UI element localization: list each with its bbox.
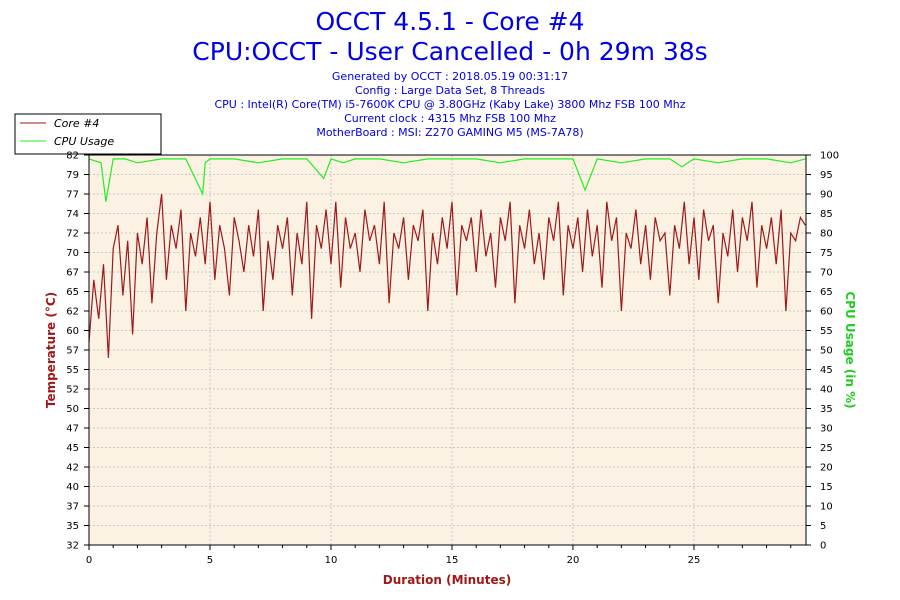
x-tick-label: 25 (688, 555, 701, 566)
y-right-tick-label: 15 (820, 482, 833, 493)
y-left-tick-label: 32 (66, 541, 79, 552)
y-right-tick-label: 85 (820, 209, 833, 220)
x-tick-label: 20 (567, 555, 580, 566)
y-left-tick-label: 65 (66, 287, 79, 298)
info-line-clock: Current clock : 4315 Mhz FSB 100 Mhz (344, 112, 556, 125)
y-right-tick-label: 80 (820, 229, 833, 240)
y-left-tick-label: 62 (66, 307, 79, 318)
series-cpu-usage (88, 158, 806, 202)
y-right-tick-label: 100 (820, 151, 839, 162)
y-left-tick-label: 37 (66, 502, 79, 513)
legend-label-cpu: CPU Usage (54, 135, 114, 148)
y-left-tick-label: 52 (66, 385, 79, 396)
y-right-tick-label: 45 (820, 365, 833, 376)
y-left-tick-label: 40 (66, 482, 79, 493)
y-left-tick-label: 77 (66, 190, 79, 201)
y-left-tick-label: 45 (66, 443, 79, 454)
y-right-tick-label: 90 (820, 190, 833, 201)
x-axis: 0 5 10 15 20 25 (86, 545, 792, 566)
y-left-tick-label: 82 (66, 151, 79, 162)
info-line-cpu: CPU : Intel(R) Core(TM) i5-7600K CPU @ 3… (214, 98, 685, 111)
chart-subtitle: CPU:OCCT - User Cancelled - 0h 29m 38s (192, 37, 707, 66)
y-axis-left: 32 35 37 40 42 45 47 50 52 55 57 60 62 65 67 70 72 74 77 79… (66, 151, 89, 552)
legend-label-core: Core #4 (54, 117, 99, 130)
y-axis-right: 0 5 10 15 20 25 30 35 40 45 50 55 60 65 70 75 80 85 90 95 10… (806, 151, 839, 552)
y-left-tick-label: 67 (66, 268, 79, 279)
y-right-tick-label: 30 (820, 424, 833, 435)
cpu-usage-line (88, 158, 806, 202)
y-left-tick-label: 50 (66, 404, 79, 415)
y-right-tick-label: 70 (820, 268, 833, 279)
x-tick-label: 10 (325, 555, 338, 566)
x-tick-label: 15 (446, 555, 459, 566)
y-axis-right-label: CPU Usage (in %) (843, 291, 857, 408)
y-right-tick-label: 0 (820, 541, 826, 552)
y-left-tick-label: 70 (66, 248, 79, 259)
info-line-motherboard: MotherBoard : MSI: Z270 GAMING M5 (MS-7A… (316, 126, 583, 139)
y-right-tick-label: 50 (820, 346, 833, 357)
legend-box (14, 113, 162, 155)
y-right-tick-label: 20 (820, 463, 833, 474)
y-right-tick-label: 5 (820, 521, 826, 532)
x-axis-label: Duration (Minutes) (383, 573, 511, 587)
y-right-tick-label: 60 (820, 307, 833, 318)
info-line-generated: Generated by OCCT : 2018.05.19 00:31:17 (332, 70, 568, 83)
info-line-config: Config : Large Data Set, 8 Threads (355, 84, 545, 97)
y-right-tick-label: 35 (820, 404, 833, 415)
y-left-tick-label: 55 (66, 365, 79, 376)
chart-title: OCCT 4.5.1 - Core #4 (316, 7, 585, 36)
y-right-tick-label: 25 (820, 443, 833, 454)
y-left-tick-label: 42 (66, 463, 79, 474)
y-left-tick-label: 35 (66, 521, 79, 532)
legend: Core #4 CPU Usage (14, 113, 162, 155)
y-axis-left-label: Temperature (°C) (44, 292, 58, 408)
y-left-tick-label: 47 (66, 424, 79, 435)
y-right-tick-label: 10 (820, 502, 833, 513)
y-right-tick-label: 40 (820, 385, 833, 396)
y-right-tick-label: 65 (820, 287, 833, 298)
core-temperature-line (88, 193, 806, 358)
y-left-tick-label: 74 (66, 209, 79, 220)
y-left-tick-label: 72 (66, 229, 79, 240)
x-tick-label: 0 (86, 555, 92, 566)
y-left-tick-label: 79 (66, 170, 79, 181)
series-core-temperature (88, 193, 806, 358)
y-right-tick-label: 95 (820, 170, 833, 181)
y-right-tick-label: 55 (820, 326, 833, 337)
x-tick-label: 5 (207, 555, 213, 566)
grid (89, 154, 806, 546)
y-right-tick-label: 75 (820, 248, 833, 259)
y-left-tick-label: 57 (66, 346, 79, 357)
y-left-tick-label: 60 (66, 326, 79, 337)
